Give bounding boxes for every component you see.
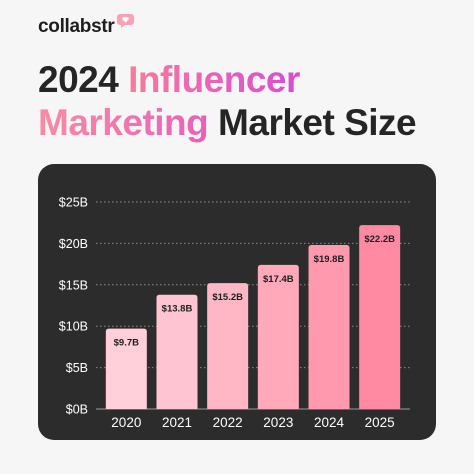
x-tick-label: 2021 <box>162 415 192 430</box>
title-line1-highlight: Influencer <box>128 59 300 100</box>
chat-hearts-icon <box>116 14 134 28</box>
bar-2022 <box>207 283 249 409</box>
x-tick-label: 2022 <box>213 415 243 430</box>
x-tick-label: 2024 <box>314 415 345 430</box>
x-tick-label: 2020 <box>111 415 141 430</box>
y-tick-label: $20B <box>59 237 88 251</box>
y-tick-label: $25B <box>59 196 88 210</box>
y-tick-label: $10B <box>59 320 88 334</box>
bar-chart: $0B $5B $10B $15B $20B $25B $9.7B 2020 $13.8B 202… <box>59 196 410 430</box>
y-tick-label: $0B <box>66 403 88 417</box>
data-label: $17.4B <box>263 274 294 285</box>
y-tick-label: $15B <box>59 278 88 292</box>
data-label: $9.7B <box>114 338 139 349</box>
bar-2021 <box>156 294 198 409</box>
y-tick-label: $5B <box>66 361 88 375</box>
x-tick-label: 2025 <box>365 415 395 430</box>
title-line2-plain: Market Size <box>208 102 417 143</box>
x-tick-label: 2023 <box>263 415 293 430</box>
title-line2-highlight: Marketing <box>38 102 209 143</box>
bar-2023 <box>257 264 299 409</box>
data-label: $13.8B <box>162 304 193 315</box>
title-line1-plain: 2024 <box>38 59 129 100</box>
data-label: $15.2B <box>212 292 243 303</box>
brand-name: collabstr <box>38 16 115 37</box>
bar-2025 <box>359 225 401 409</box>
page-title: 2024 Influencer Marketing Market Size <box>38 58 417 144</box>
bar-2020 <box>105 328 147 409</box>
data-label: $22.2B <box>364 234 395 245</box>
bar-2024 <box>308 245 350 409</box>
chart-card: $0B $5B $10B $15B $20B $25B $9.7B 2020 $13.8B 202… <box>38 164 436 440</box>
brand-logo: collabstr <box>38 14 138 38</box>
data-label: $19.8B <box>314 254 345 265</box>
